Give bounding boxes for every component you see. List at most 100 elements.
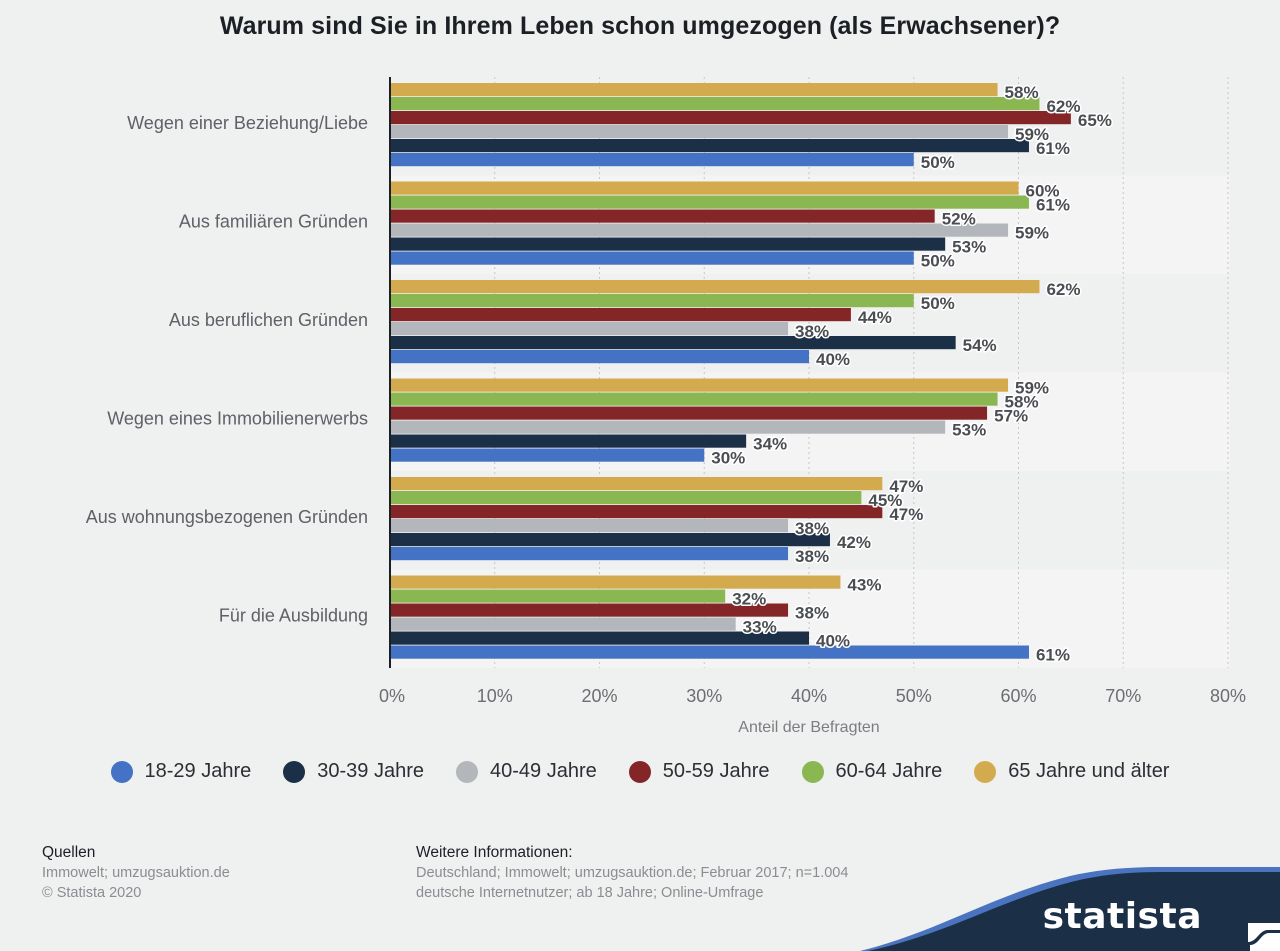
value-label: 60% — [1026, 182, 1060, 201]
legend-item-30-39[interactable]: 30-39 Jahre — [283, 760, 424, 783]
bars — [390, 83, 1071, 659]
bar — [390, 223, 1009, 237]
x-tick-label: 80% — [1210, 686, 1246, 706]
value-label: 47% — [889, 477, 923, 496]
statista-brand[interactable]: statista — [860, 856, 1280, 951]
x-tick-label: 10% — [477, 686, 513, 706]
value-label: 59% — [1015, 125, 1049, 144]
legend-item-65-plus[interactable]: 65 Jahre und älter — [974, 760, 1169, 783]
legend-item-50-59[interactable]: 50-59 Jahre — [628, 760, 770, 783]
category-label: Für die Ausbildung — [219, 606, 368, 626]
sources-heading: Quellen — [42, 844, 96, 861]
legend-dot-icon — [110, 760, 133, 783]
value-label: 42% — [837, 533, 871, 552]
legend-dot-icon — [801, 760, 824, 783]
value-label: 34% — [753, 435, 787, 454]
category-label: Wegen eines Immobilienerwerbs — [107, 409, 368, 429]
legend-label: 30-39 Jahre — [317, 760, 424, 782]
bar — [390, 322, 789, 336]
bar — [390, 350, 809, 364]
category-label: Wegen einer Beziehung/Liebe — [127, 113, 368, 133]
legend-label: 65 Jahre und älter — [1008, 760, 1170, 782]
value-label: 30% — [711, 449, 745, 468]
value-label: 52% — [942, 210, 976, 229]
bar — [390, 645, 1029, 659]
bar — [390, 378, 1009, 392]
bar — [390, 336, 956, 350]
x-tick-label: 0% — [379, 686, 405, 706]
legend-dot-icon — [456, 760, 478, 783]
info-heading: Weitere Informationen: — [416, 844, 573, 861]
bar — [390, 617, 736, 631]
bar — [390, 83, 998, 97]
value-label: 59% — [1015, 224, 1049, 243]
value-label: 54% — [963, 336, 997, 355]
bar — [390, 181, 1019, 195]
info-line: Deutschland; Immowelt; umzugsauktion.de;… — [416, 865, 849, 881]
value-label: 47% — [889, 505, 923, 524]
value-label: 44% — [858, 308, 892, 327]
bar-chart: 50%61%59%65%62%58%50%53%59%52%61%60%40%5… — [86, 77, 1246, 736]
value-label: 40% — [816, 632, 850, 651]
bar — [390, 308, 851, 322]
category-label: Aus beruflichen Gründen — [169, 310, 368, 330]
legend-item-18-29[interactable]: 18-29 Jahre — [110, 760, 252, 783]
x-tick-label: 30% — [686, 686, 722, 706]
x-tick-labels: 0% 10% 20% 30% 40% 50% 60% 70% 80% — [379, 686, 1246, 706]
legend: 18-29 Jahre 30-39 Jahre 40-49 Jahre 50-5… — [0, 760, 1280, 783]
bar — [390, 251, 914, 265]
value-label: 58% — [1005, 83, 1039, 102]
value-label: 50% — [921, 294, 955, 313]
info-line: deutsche Internetnutzer; ab 18 Jahre; On… — [416, 885, 764, 901]
value-label: 38% — [795, 519, 829, 538]
value-label: 59% — [1015, 379, 1049, 398]
legend-item-40-49[interactable]: 40-49 Jahre — [456, 760, 597, 783]
value-label: 38% — [795, 547, 829, 566]
bar — [390, 294, 914, 308]
value-label: 53% — [952, 238, 986, 257]
value-label: 53% — [952, 421, 986, 440]
legend-label: 40-49 Jahre — [490, 760, 597, 782]
category-label: Aus familiären Gründen — [179, 212, 368, 232]
grid-lines — [494, 77, 1229, 668]
bar — [390, 533, 830, 547]
value-labels: 50%61%59%65%62%58%50%53%59%52%61%60%40%5… — [710, 82, 1114, 667]
value-label: 65% — [1078, 111, 1112, 130]
bar — [390, 97, 1040, 111]
bar — [390, 392, 998, 406]
legend-dot-icon — [283, 760, 306, 783]
bar — [390, 280, 1040, 294]
footer-info: Weitere Informationen: Deutschland; Immo… — [416, 843, 848, 903]
value-label: 58% — [1005, 393, 1039, 412]
brand-name: statista — [1042, 896, 1202, 937]
bar — [390, 519, 789, 533]
x-tick-label: 60% — [1000, 686, 1036, 706]
legend-item-60-64[interactable]: 60-64 Jahre — [801, 760, 942, 783]
legend-label: 18-29 Jahre — [144, 760, 252, 782]
value-label: 62% — [1046, 280, 1080, 299]
bar — [390, 153, 914, 167]
value-label: 62% — [1046, 97, 1080, 116]
x-tick-label: 50% — [896, 686, 932, 706]
bar — [390, 575, 841, 589]
value-label: 61% — [1036, 196, 1070, 215]
bar — [390, 195, 1029, 209]
bar — [390, 420, 946, 434]
x-axis-title: Anteil der Befragten — [738, 719, 879, 736]
chart-title: Warum sind Sie in Ihrem Leben schon umge… — [219, 12, 1061, 40]
bar — [390, 434, 747, 448]
bar — [390, 631, 809, 645]
bar — [390, 237, 946, 251]
x-tick-label: 70% — [1105, 686, 1141, 706]
x-tick-label: 20% — [581, 686, 617, 706]
bar — [390, 477, 883, 491]
value-label: 32% — [732, 590, 766, 609]
bar — [390, 505, 883, 519]
bar — [390, 547, 789, 561]
legend-label: 50-59 Jahre — [662, 760, 770, 782]
legend-dot-icon — [974, 760, 997, 783]
value-label: 50% — [921, 252, 955, 271]
value-label: 61% — [1036, 646, 1070, 665]
sources-line: Immowelt; umzugsauktion.de — [42, 865, 230, 881]
value-label: 38% — [795, 604, 829, 623]
